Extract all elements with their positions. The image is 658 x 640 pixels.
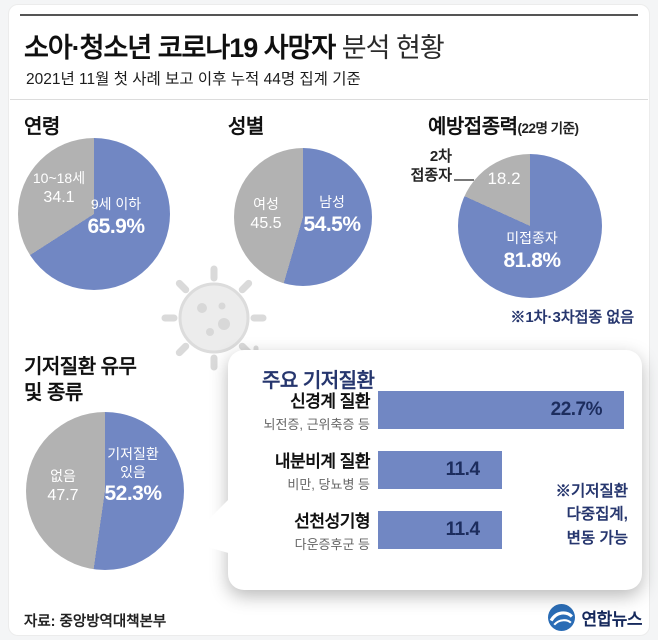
age-pie-chart: 10~18세 34.1 9세 이하 65.9% (18, 138, 170, 290)
vaccination-callout-dash (454, 179, 474, 181)
bar-value-congenital: 11.4 (445, 519, 480, 540)
bar-value-endocrine: 11.4 (445, 459, 480, 480)
section-title-sex: 성별 (228, 116, 264, 138)
vax-blue-label: 미접종자 (506, 230, 558, 246)
bar-name-neuro: 신경계 질환 (290, 392, 370, 411)
underlying-gray-slice-label: 없음 47.7 (30, 468, 96, 506)
yonhap-globe-icon (548, 604, 576, 631)
vax-ext-line2: 접종자 (410, 166, 452, 184)
age-gray-value: 34.1 (43, 188, 75, 206)
underlying-blue-label-line2: 있음 (120, 463, 146, 480)
vaccination-title-note: (22명 기준) (517, 121, 580, 136)
vaccination-title: 예방접종력 (428, 116, 518, 138)
bar-value-neuro: 22.7% (550, 399, 603, 420)
bar-sub-neuro: 뇌전증, 근위축증 등 (263, 417, 370, 432)
vax-gray-slice-label: 18.2 (466, 168, 542, 189)
section-title-underlying: 기저질환 유무 및 종류 (24, 354, 137, 406)
age-gray-label: 10~18세 (32, 170, 86, 186)
underlying-pie-chart: 없음 47.7 기저질환 있음 52.3% (26, 412, 184, 570)
vax-gray-value: 18.2 (487, 169, 521, 188)
header-divider (10, 99, 648, 100)
bar-label-congenital: 선천성기형 다운증후군 등 (228, 507, 378, 553)
section-title-vaccination: 예방접종력(22명 기준) (428, 110, 579, 139)
vaccination-footnote: ※1차·3차접종 없음 (510, 309, 634, 326)
age-blue-slice-label: 9세 이하 65.9% (66, 196, 166, 240)
bar-label-neuro: 신경계 질환 뇌전증, 근위축증 등 (228, 387, 378, 433)
age-gray-slice-label: 10~18세 34.1 (20, 170, 98, 208)
sex-blue-label: 남성 (319, 194, 345, 210)
underlying-gray-value: 47.7 (47, 486, 79, 504)
sex-blue-slice-label: 남성 54.5% (296, 194, 368, 238)
publisher-name: 연합뉴스 (581, 610, 642, 629)
vax-blue-value: 81.8% (503, 248, 561, 272)
underlying-gray-label: 없음 (50, 468, 76, 484)
bar-track-endocrine: 11.4 (378, 451, 624, 489)
page-title-bold: 소아·청소년 코로나19 사망자 (24, 33, 336, 63)
bar-row-neuro: 신경계 질환 뇌전증, 근위축증 등 22.7% (228, 387, 642, 433)
sex-pie-chart: 여성 45.5 남성 54.5% (234, 148, 372, 286)
underlying-blue-slice-label: 기저질환 있음 52.3% (86, 446, 180, 507)
bar-label-endocrine: 내분비계 질환 비만, 당뇨병 등 (228, 447, 378, 493)
major-diseases-callout: 주요 기저질환 신경계 질환 뇌전증, 근위축증 등 22.7% 내분비계 질환… (228, 350, 642, 590)
page-title: 소아·청소년 코로나19 사망자 분석 현황 (24, 26, 445, 65)
section-title-age: 연령 (24, 116, 60, 138)
callout-note-line3: 변동 가능 (566, 529, 628, 547)
data-source: 자료: 중앙방역대책본부 (24, 614, 167, 630)
underlying-title-line1: 기저질환 유무 (24, 356, 137, 378)
underlying-title-line2: 및 종류 (24, 382, 83, 404)
bar-track-neuro: 22.7% (378, 391, 624, 429)
page-subtitle: 2021년 11월 첫 사례 보고 이후 누적 44명 집계 기준 (26, 71, 361, 88)
callout-footnote: ※기저질환 다중집계, 변동 가능 (555, 480, 628, 550)
publisher-logo: 연합뉴스 (548, 604, 642, 631)
page-title-light: 분석 현황 (341, 33, 445, 63)
bar-fill-neuro: 22.7% (378, 391, 624, 429)
callout-title: 주요 기저질환 (262, 370, 375, 392)
age-blue-label: 9세 이하 (90, 196, 142, 212)
vax-ext-line1: 2차 (429, 148, 452, 165)
bar-fill-endocrine: 11.4 (378, 451, 502, 489)
bar-row-congenital: 선천성기형 다운증후군 등 11.4 (228, 507, 642, 553)
bar-sub-congenital: 다운증후군 등 (294, 537, 370, 552)
callout-note-line2: 다중집계, (566, 506, 628, 524)
sex-gray-value: 45.5 (250, 214, 282, 232)
bar-name-endocrine: 내분비계 질환 (274, 452, 371, 471)
sex-gray-label: 여성 (253, 196, 279, 212)
underlying-blue-label-line1: 기저질환 (107, 446, 159, 462)
vaccination-external-label: 2차 접종자 (380, 148, 452, 186)
vaccination-pie-chart: 18.2 미접종자 81.8% (458, 154, 602, 298)
vax-blue-slice-label: 미접종자 81.8% (486, 230, 578, 274)
sex-gray-slice-label: 여성 45.5 (234, 196, 298, 234)
bar-row-endocrine: 내분비계 질환 비만, 당뇨병 등 11.4 (228, 447, 642, 493)
bar-name-congenital: 선천성기형 (294, 512, 370, 531)
sex-blue-value: 54.5% (303, 212, 361, 236)
top-rule (20, 14, 638, 16)
bar-fill-congenital: 11.4 (378, 511, 502, 549)
callout-note-line1: ※기저질환 (555, 483, 628, 500)
underlying-blue-value: 52.3% (104, 482, 162, 505)
bar-sub-endocrine: 비만, 당뇨병 등 (287, 477, 370, 492)
age-blue-value: 65.9% (87, 214, 145, 238)
bar-track-congenital: 11.4 (378, 511, 624, 549)
